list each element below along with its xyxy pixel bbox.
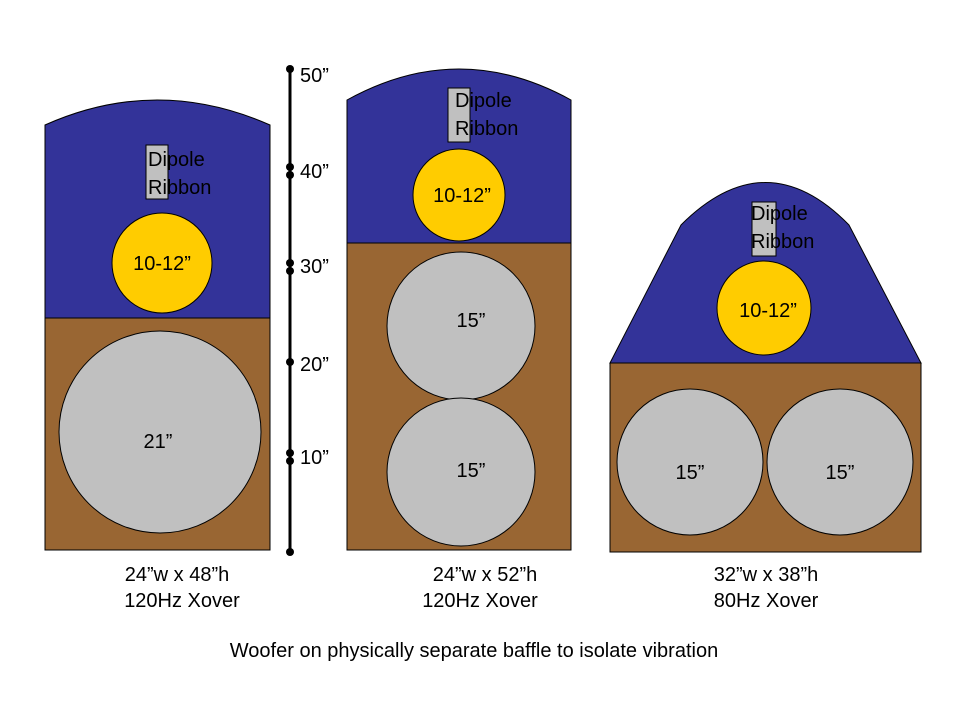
speaker-3-caption-size: 32”w x 38”h [714, 564, 819, 586]
scale-dot-30b [286, 267, 294, 275]
scale-tick-label-50: 50” [300, 65, 329, 87]
scale-tick-label-30: 30” [300, 256, 329, 278]
scale-dot-40b [286, 171, 294, 179]
scale-end-dot-top [286, 65, 294, 73]
speaker-3-ribbon-label-line2: Ribbon [751, 231, 814, 253]
speaker-3-woofer-label-left: 15” [676, 462, 705, 484]
speaker-3-ribbon [751, 201, 777, 257]
speaker-3-caption-xover: 80Hz Xover [714, 590, 819, 612]
speaker-2-caption-xover: 120Hz Xover [422, 590, 538, 612]
speaker-2-woofer-label-bottom: 15” [457, 460, 486, 482]
speaker-1-woofer-driver [58, 330, 262, 534]
scale-tick-label-20: 20” [300, 354, 329, 376]
speaker-2-ribbon-label-line1: Dipole [455, 90, 512, 112]
speaker-1-caption-xover: 120Hz Xover [124, 590, 240, 612]
speaker-2-midrange-driver [412, 148, 506, 242]
speaker-3-woofer-driver-right [766, 388, 914, 536]
speaker-3-ribbon-label-line1: Dipole [751, 203, 808, 225]
speaker-3-woofer-label-right: 15” [826, 462, 855, 484]
speaker-2-midrange-label: 10-12” [433, 185, 491, 207]
speaker-2: Dipole Ribbon 10-12” 15” 15” 24”w x 52”h… [346, 68, 572, 612]
speaker-1-ribbon-label-line2: Ribbon [148, 177, 211, 199]
speaker-1-woofer-label: 21” [144, 431, 173, 453]
scale-tick-label-10: 10” [300, 447, 329, 469]
speaker-3-woofer-driver-left [616, 388, 764, 536]
speaker-2-woofer-label-top: 15” [457, 310, 486, 332]
footer-caption: Woofer on physically separate baffle to … [230, 640, 718, 662]
scale-dot-20 [286, 358, 294, 366]
speaker-2-caption-size: 24”w x 52”h [433, 564, 538, 586]
height-scale: 50” 40” 30” 20” 10” [286, 65, 329, 556]
speaker-1-midrange-label: 10-12” [133, 253, 191, 275]
speaker-1-midrange-driver [111, 212, 213, 314]
scale-dot-10b [286, 457, 294, 465]
speaker-2-woofer-driver-bottom [386, 397, 536, 547]
scale-end-dot-bottom [286, 548, 294, 556]
speaker-3-midrange-driver [716, 260, 812, 356]
speaker-1-ribbon [145, 144, 169, 200]
speaker-2-ribbon-label-line2: Ribbon [455, 118, 518, 140]
scale-dot-10 [286, 449, 294, 457]
speaker-1-upper-baffle [44, 99, 271, 319]
speaker-1-caption-size: 24”w x 48”h [125, 564, 230, 586]
scale-dot-40 [286, 163, 294, 171]
speaker-3: Dipole Ribbon 10-12” 15” 15” 32”w x 38”h… [609, 182, 922, 612]
speaker-2-ribbon [447, 87, 471, 143]
scale-tick-label-40: 40” [300, 161, 329, 183]
speaker-3-midrange-label: 10-12” [739, 300, 797, 322]
scale-dot-30 [286, 259, 294, 267]
speaker-1: Dipole Ribbon 10-12” 21” 24”w x 48”h 120… [44, 99, 271, 612]
speaker-1-ribbon-label-line1: Dipole [148, 149, 205, 171]
